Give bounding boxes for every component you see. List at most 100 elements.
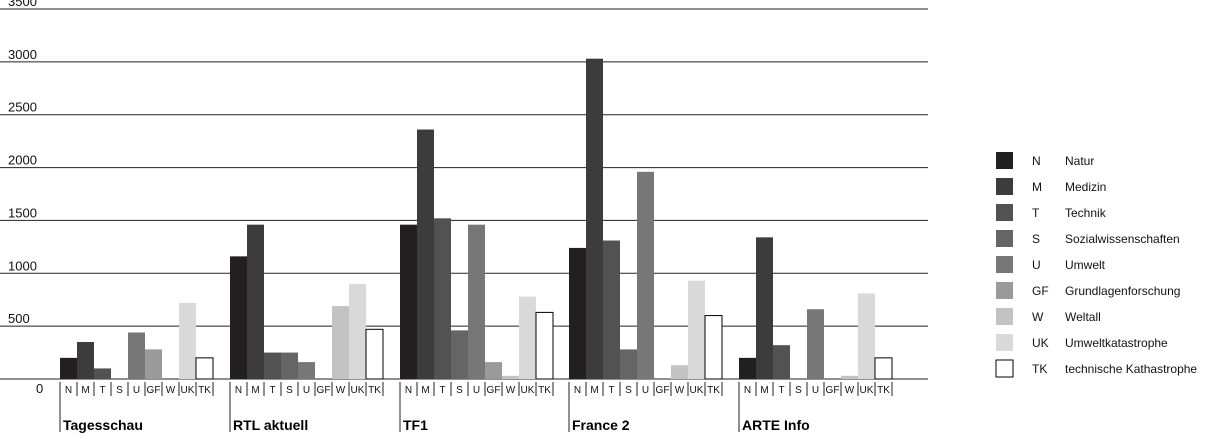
category-label: S [286,385,293,396]
category-label: N [744,385,751,396]
bar-arte-info-t [773,345,790,379]
category-label: U [812,385,819,396]
category-label: TK [538,385,551,396]
bar-rtl-aktuell-u [298,362,315,379]
category-label: U [642,385,649,396]
category-label: GF [656,385,670,396]
y-tick-label: 2500 [8,100,37,115]
legend-code: GF [1032,284,1049,298]
legend-label: Medizin [1065,180,1106,194]
bar-tf1-m [417,129,434,379]
category-label: T [778,385,784,396]
legend-swatch-t [996,204,1013,221]
legend-swatch-uk [996,334,1013,351]
bar-france-2-m [586,58,603,379]
category-label: S [116,385,123,396]
category-label: GF [487,385,501,396]
y-tick-label: 3500 [8,0,37,9]
category-label: M [421,385,429,396]
group-label: Tagesschau [63,417,143,433]
category-label: U [303,385,310,396]
bar-tagesschau-u [128,332,145,379]
bar-tf1-tk [535,311,554,380]
y-axis-ticks: 3500 3000 2500 2000 1500 1000 500 0 [8,0,43,396]
group-labels: Tagesschau RTL aktuell TF1 France 2 ARTE Inf… [59,382,810,433]
bar-rtl-aktuell-t [264,352,281,379]
legend-swatch-gf [996,282,1013,299]
legend-code: U [1032,258,1041,272]
y-tick-label: 1000 [8,258,37,273]
category-label: W [166,385,176,396]
bar-tf1-w [502,375,519,379]
bar-tagesschau-t [94,368,111,379]
y-tick-label: 0 [36,381,43,396]
category-label: W [845,385,855,396]
category-label: UK [521,385,535,396]
legend-label: Technik [1065,206,1107,220]
bar-arte-info-m [756,237,773,379]
bar-france-2-tk [704,315,723,380]
legend-label: Umweltkatastrophe [1065,336,1168,350]
category-label: M [251,385,259,396]
y-tick-label: 2000 [8,153,37,168]
legend: N Natur M Medizin T Technik S Sozialwissenschaf… [995,152,1197,378]
bar-france-2-s [620,349,637,379]
bar-france-2-uk [688,280,705,379]
bar-tagesschau-m [77,342,94,379]
bar-france-2-n [569,247,586,379]
legend-code: S [1032,232,1040,246]
category-label: UK [690,385,704,396]
legend-swatch-w [996,308,1013,325]
bar-tf1-uk [519,296,536,379]
legend-swatch-m [996,178,1013,195]
bar-rtl-aktuell-m [247,224,264,379]
bar-tf1-gf [485,362,502,379]
category-label: T [269,385,275,396]
category-label: S [795,385,802,396]
category-label: T [608,385,614,396]
category-label: GF [317,385,331,396]
bar-tagesschau-gf [145,349,162,379]
category-label: UK [860,385,874,396]
category-label: TK [198,385,211,396]
category-label: W [675,385,685,396]
legend-swatch-tk [995,359,1014,378]
legend-label: technische Kathastrophe [1065,362,1197,376]
bar-tf1-u [468,224,485,379]
legend-code: TK [1032,362,1047,376]
legend-label: Grundlagenforschung [1065,284,1180,298]
legend-code: W [1032,310,1044,324]
category-label: TK [877,385,890,396]
category-label: TK [707,385,720,396]
category-label: S [625,385,632,396]
group-label: TF1 [403,417,428,433]
legend-code: N [1032,154,1041,168]
category-label: N [405,385,412,396]
category-label: S [456,385,463,396]
category-label: M [590,385,598,396]
category-label: U [133,385,140,396]
legend-code: UK [1032,336,1049,350]
bar-france-2-w [671,365,688,379]
category-label: M [760,385,768,396]
legend-label: Weltall [1065,310,1101,324]
category-label: GF [147,385,161,396]
bar-tf1-s [451,330,468,379]
category-label: W [336,385,346,396]
bar-tagesschau-uk [179,302,196,379]
bar-rtl-aktuell-n [230,256,247,379]
category-label: N [65,385,72,396]
bar-tagesschau-tk [195,357,214,380]
bar-arte-info-tk [874,357,893,380]
legend-swatch-u [996,256,1013,273]
y-tick-label: 3000 [8,47,37,62]
group-label: France 2 [572,417,630,433]
bar-tf1-t [434,218,451,379]
bar-rtl-aktuell-tk [365,328,384,380]
category-label: N [235,385,242,396]
category-labels: N M T S U GF W UK TK N M T S U GF W UK TK N M T S U GF W UK TK N M T S… [65,382,893,396]
category-label: U [473,385,480,396]
category-label: UK [351,385,365,396]
bar-rtl-aktuell-s [281,352,298,379]
